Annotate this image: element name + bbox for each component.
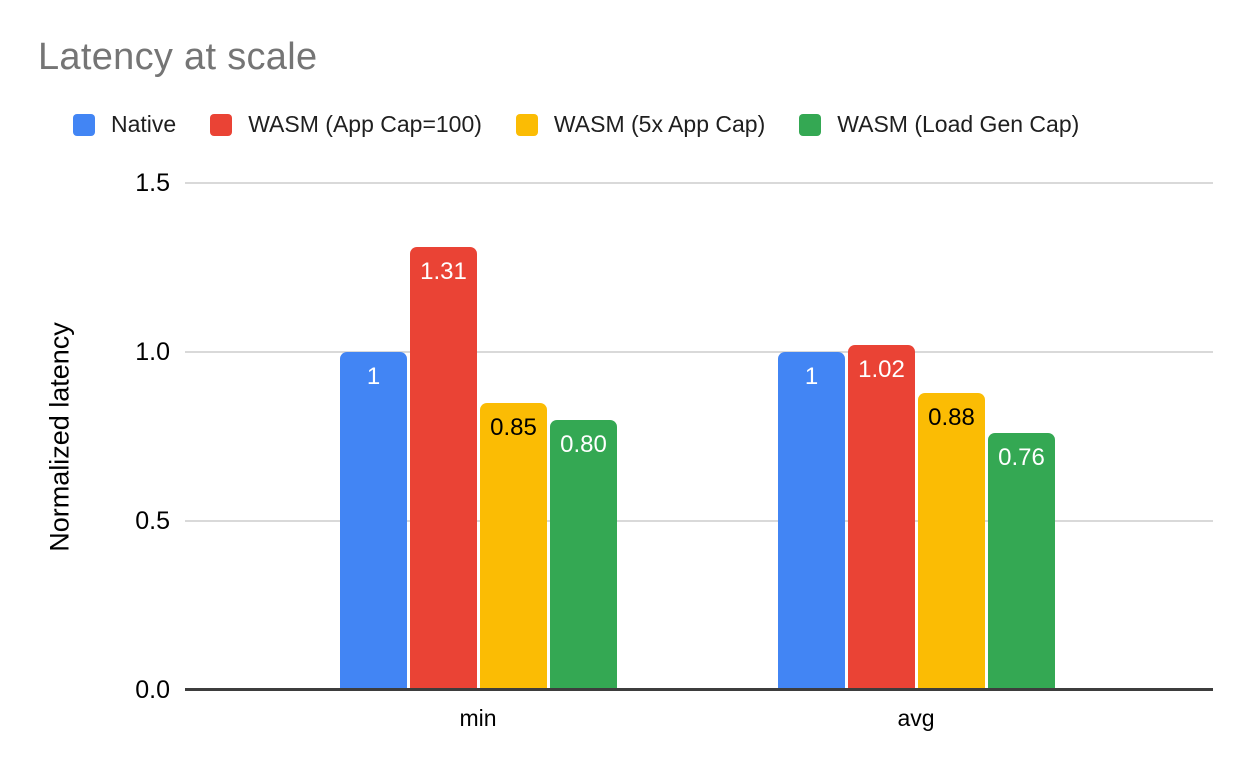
bar-avg-series-3: 0.76	[988, 433, 1055, 690]
bar-value-label: 0.88	[928, 404, 975, 431]
legend-swatch-icon	[73, 113, 95, 136]
legend-swatch-icon	[799, 113, 822, 136]
bar-min-series-2: 0.85	[480, 403, 547, 690]
legend-item-2: WASM (5x App Cap)	[515, 111, 766, 138]
gridline-1.5	[185, 182, 1213, 184]
bar-min-series-1: 1.31	[410, 247, 477, 690]
y-tick-label-1.5: 1.5	[135, 169, 170, 197]
legend-label: Native	[111, 111, 177, 137]
bar-avg-series-1: 1.02	[848, 345, 915, 690]
gridline-0.5	[185, 520, 1213, 522]
legend-label: WASM (App Cap=100)	[248, 111, 482, 137]
gridline-1.0	[185, 351, 1213, 353]
bar-value-label: 0.80	[560, 431, 607, 458]
bar-min-series-3: 0.80	[550, 420, 617, 690]
legend-item-1: WASM (App Cap=100)	[210, 111, 482, 138]
legend-swatch-icon	[210, 113, 233, 136]
bar-value-label: 1	[366, 363, 381, 390]
legend: Native WASM (App Cap=100) WASM (5x App Cap…	[73, 111, 1079, 138]
chart-title: Latency at scale	[38, 36, 318, 78]
bar-value-label: 1.02	[858, 356, 905, 383]
bar-avg-series-2: 0.88	[918, 393, 985, 690]
bar-value-label: 0.85	[490, 414, 537, 441]
legend-label: WASM (5x App Cap)	[553, 111, 766, 137]
y-tick-label-0.5: 0.5	[135, 507, 170, 535]
legend-label: WASM (Load Gen Cap)	[837, 111, 1080, 137]
x-category-label-min: min	[459, 705, 497, 731]
bar-min-series-0: 1	[340, 352, 407, 690]
legend-item-0: Native	[73, 111, 176, 138]
x-axis-line	[185, 688, 1213, 691]
y-tick-label-1.0: 1.0	[135, 338, 170, 366]
bar-avg-series-0: 1	[778, 352, 845, 690]
y-tick-label-0.0: 0.0	[135, 676, 170, 704]
bar-value-label: 1.31	[420, 258, 467, 285]
bar-value-label: 0.76	[998, 444, 1045, 471]
x-category-label-avg: avg	[897, 705, 935, 731]
legend-item-3: WASM (Load Gen Cap)	[799, 111, 1079, 138]
bar-value-label: 1	[804, 363, 819, 390]
legend-swatch-icon	[515, 113, 538, 136]
